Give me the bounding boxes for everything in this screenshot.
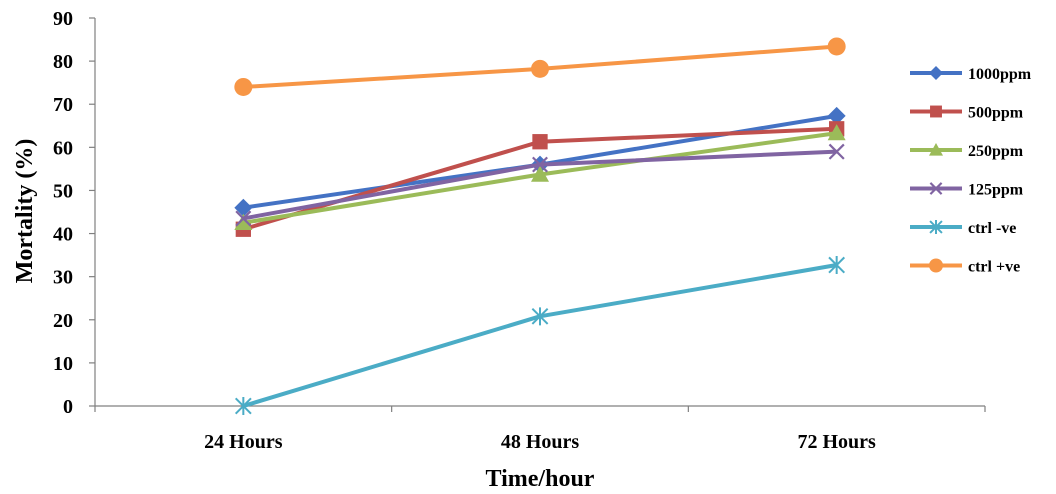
series-250ppm (234, 124, 846, 230)
y-tick-label: 90 (53, 8, 73, 30)
y-tick-label: 30 (53, 267, 73, 289)
x-axis-ticks: 24 Hours 48 Hours 72 Hours (94, 406, 986, 453)
data-point (235, 210, 252, 227)
data-point (531, 307, 549, 326)
data-point (234, 77, 253, 96)
data-point (828, 256, 846, 275)
y-tick-label: 40 (53, 224, 73, 246)
legend-marker (929, 66, 943, 80)
legend-marker (929, 182, 943, 195)
legend-label: 250ppm (968, 143, 1024, 160)
data-point (827, 106, 846, 125)
data-point (234, 213, 253, 230)
data-point (827, 37, 846, 56)
series-1000ppm (234, 106, 846, 217)
x-tick-label: 24 Hours (204, 431, 283, 453)
y-tick-label: 70 (53, 94, 73, 116)
legend-item: ctrl -ve (910, 220, 1016, 237)
series-125ppm (235, 143, 845, 227)
x-tick-label: 48 Hours (501, 431, 580, 453)
legend-label: ctrl +ve (968, 259, 1020, 276)
series-ctrl-ve (234, 37, 846, 96)
x-tick-label: 72 Hours (797, 431, 876, 453)
legend-item: 1000ppm (910, 66, 1032, 83)
legend: 1000ppm 500ppm 250ppm 125ppm ctrl -ve ctrl +v… (910, 66, 1032, 276)
y-tick-label: 50 (53, 180, 73, 202)
y-tick-label: 20 (53, 310, 73, 332)
data-point (828, 143, 845, 160)
series-ctrl-ve (234, 256, 846, 415)
legend-marker (929, 143, 943, 156)
legend-item: 125ppm (910, 182, 1024, 199)
legend-label: 500ppm (968, 105, 1024, 122)
data-point (531, 165, 549, 182)
legend-label: 125ppm (968, 182, 1024, 199)
legend-label: 1000ppm (968, 66, 1032, 83)
data-point (234, 397, 252, 415)
legend-item: ctrl +ve (910, 258, 1020, 276)
x-axis-title: Time/hour (486, 466, 595, 492)
series-line (242, 263, 838, 408)
legend-marker (929, 220, 943, 234)
data-point (234, 198, 253, 217)
legend-marker (929, 258, 943, 273)
data-point (532, 134, 548, 150)
legend-label: ctrl -ve (968, 220, 1016, 237)
series-layer (234, 37, 846, 415)
legend-item: 250ppm (910, 143, 1024, 160)
y-tick-label: 0 (63, 396, 73, 418)
legend-marker (930, 105, 942, 118)
y-tick-label: 10 (53, 353, 73, 375)
data-point (532, 156, 548, 173)
y-tick-label: 60 (53, 137, 73, 159)
data-point (827, 124, 846, 141)
y-axis-title: Mortality (%) (12, 139, 38, 284)
y-axis-ticks: 0 10 20 30 40 50 60 70 80 90 (53, 8, 95, 418)
data-point (531, 59, 549, 78)
legend-item: 500ppm (910, 105, 1024, 122)
y-tick-label: 80 (53, 51, 73, 73)
